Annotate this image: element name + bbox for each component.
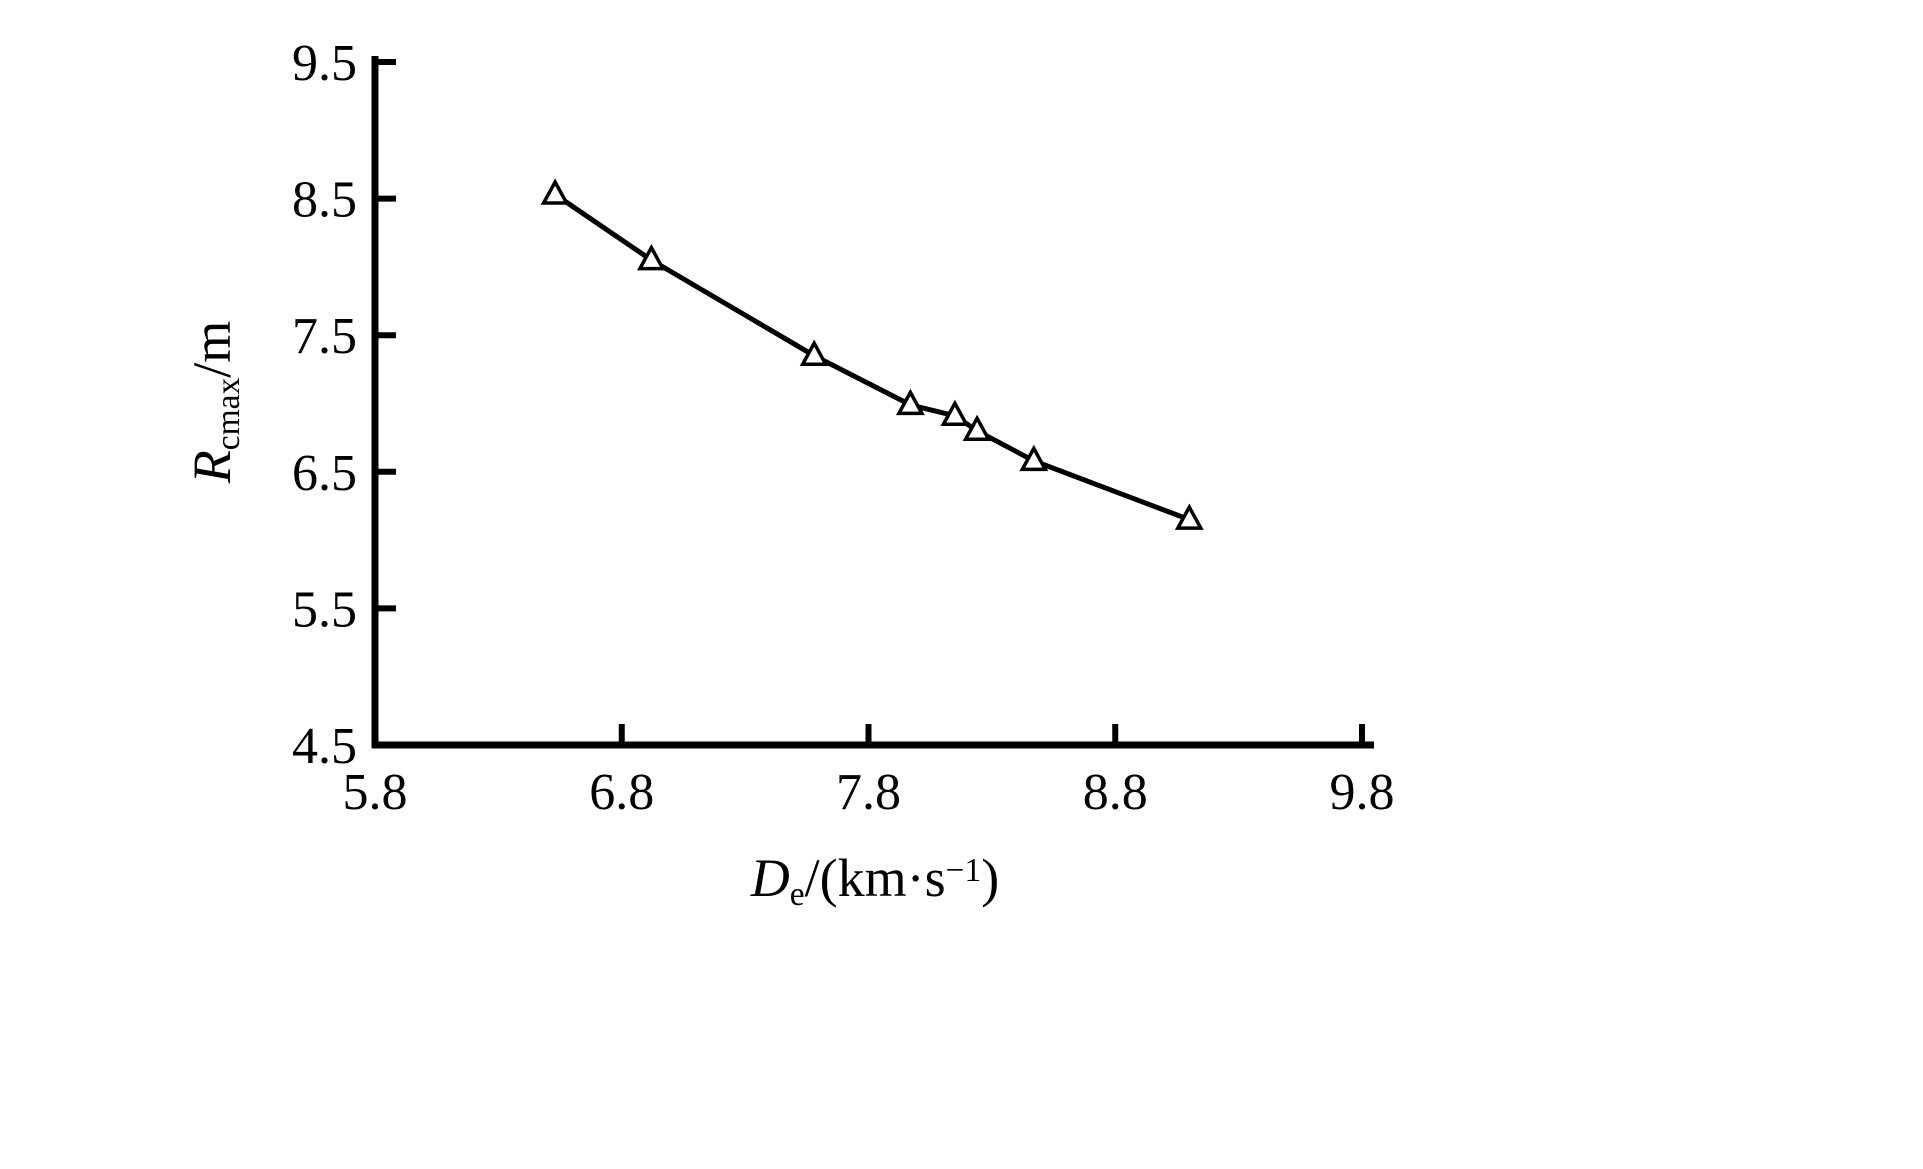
y-axis-title: Rcmax/m	[182, 320, 247, 484]
y-tick-label: 4.5	[292, 718, 357, 775]
y-axis-units: /m	[182, 320, 242, 378]
x-tick-label: 7.8	[836, 764, 901, 821]
x-tick-label: 9.8	[1330, 764, 1395, 821]
x-axis-title: De/(km·s−1)	[750, 848, 1000, 912]
data-point-marker	[799, 339, 829, 366]
y-axis-subscript: cmax	[210, 377, 248, 451]
y-tick-label: 9.5	[292, 35, 357, 92]
data-point-marker	[1019, 444, 1049, 472]
x-tick-label: 5.8	[343, 764, 408, 821]
y-tick-label: 6.5	[292, 445, 357, 502]
y-tick-label: 5.5	[292, 581, 357, 638]
y-axis-symbol: R	[182, 450, 242, 484]
y-tick-label: 7.5	[292, 308, 357, 365]
x-axis-units-pre: /(km·s	[804, 848, 946, 908]
x-axis-symbol: D	[750, 848, 790, 908]
x-axis-units-post: )	[981, 848, 1000, 908]
data-series-line	[553, 192, 1191, 522]
data-point-marker	[962, 414, 992, 442]
x-axis-subscript: e	[789, 876, 805, 914]
data-point-marker	[1174, 503, 1204, 530]
data-point-marker	[940, 399, 970, 427]
y-tick-label: 8.5	[292, 172, 357, 229]
x-tick-label: 6.8	[589, 764, 654, 821]
data-point-marker	[636, 243, 666, 271]
data-point-marker	[540, 178, 570, 205]
data-point-marker	[895, 388, 925, 416]
x-tick-label: 8.8	[1083, 764, 1148, 821]
x-axis-units-exponent: −1	[945, 851, 982, 889]
